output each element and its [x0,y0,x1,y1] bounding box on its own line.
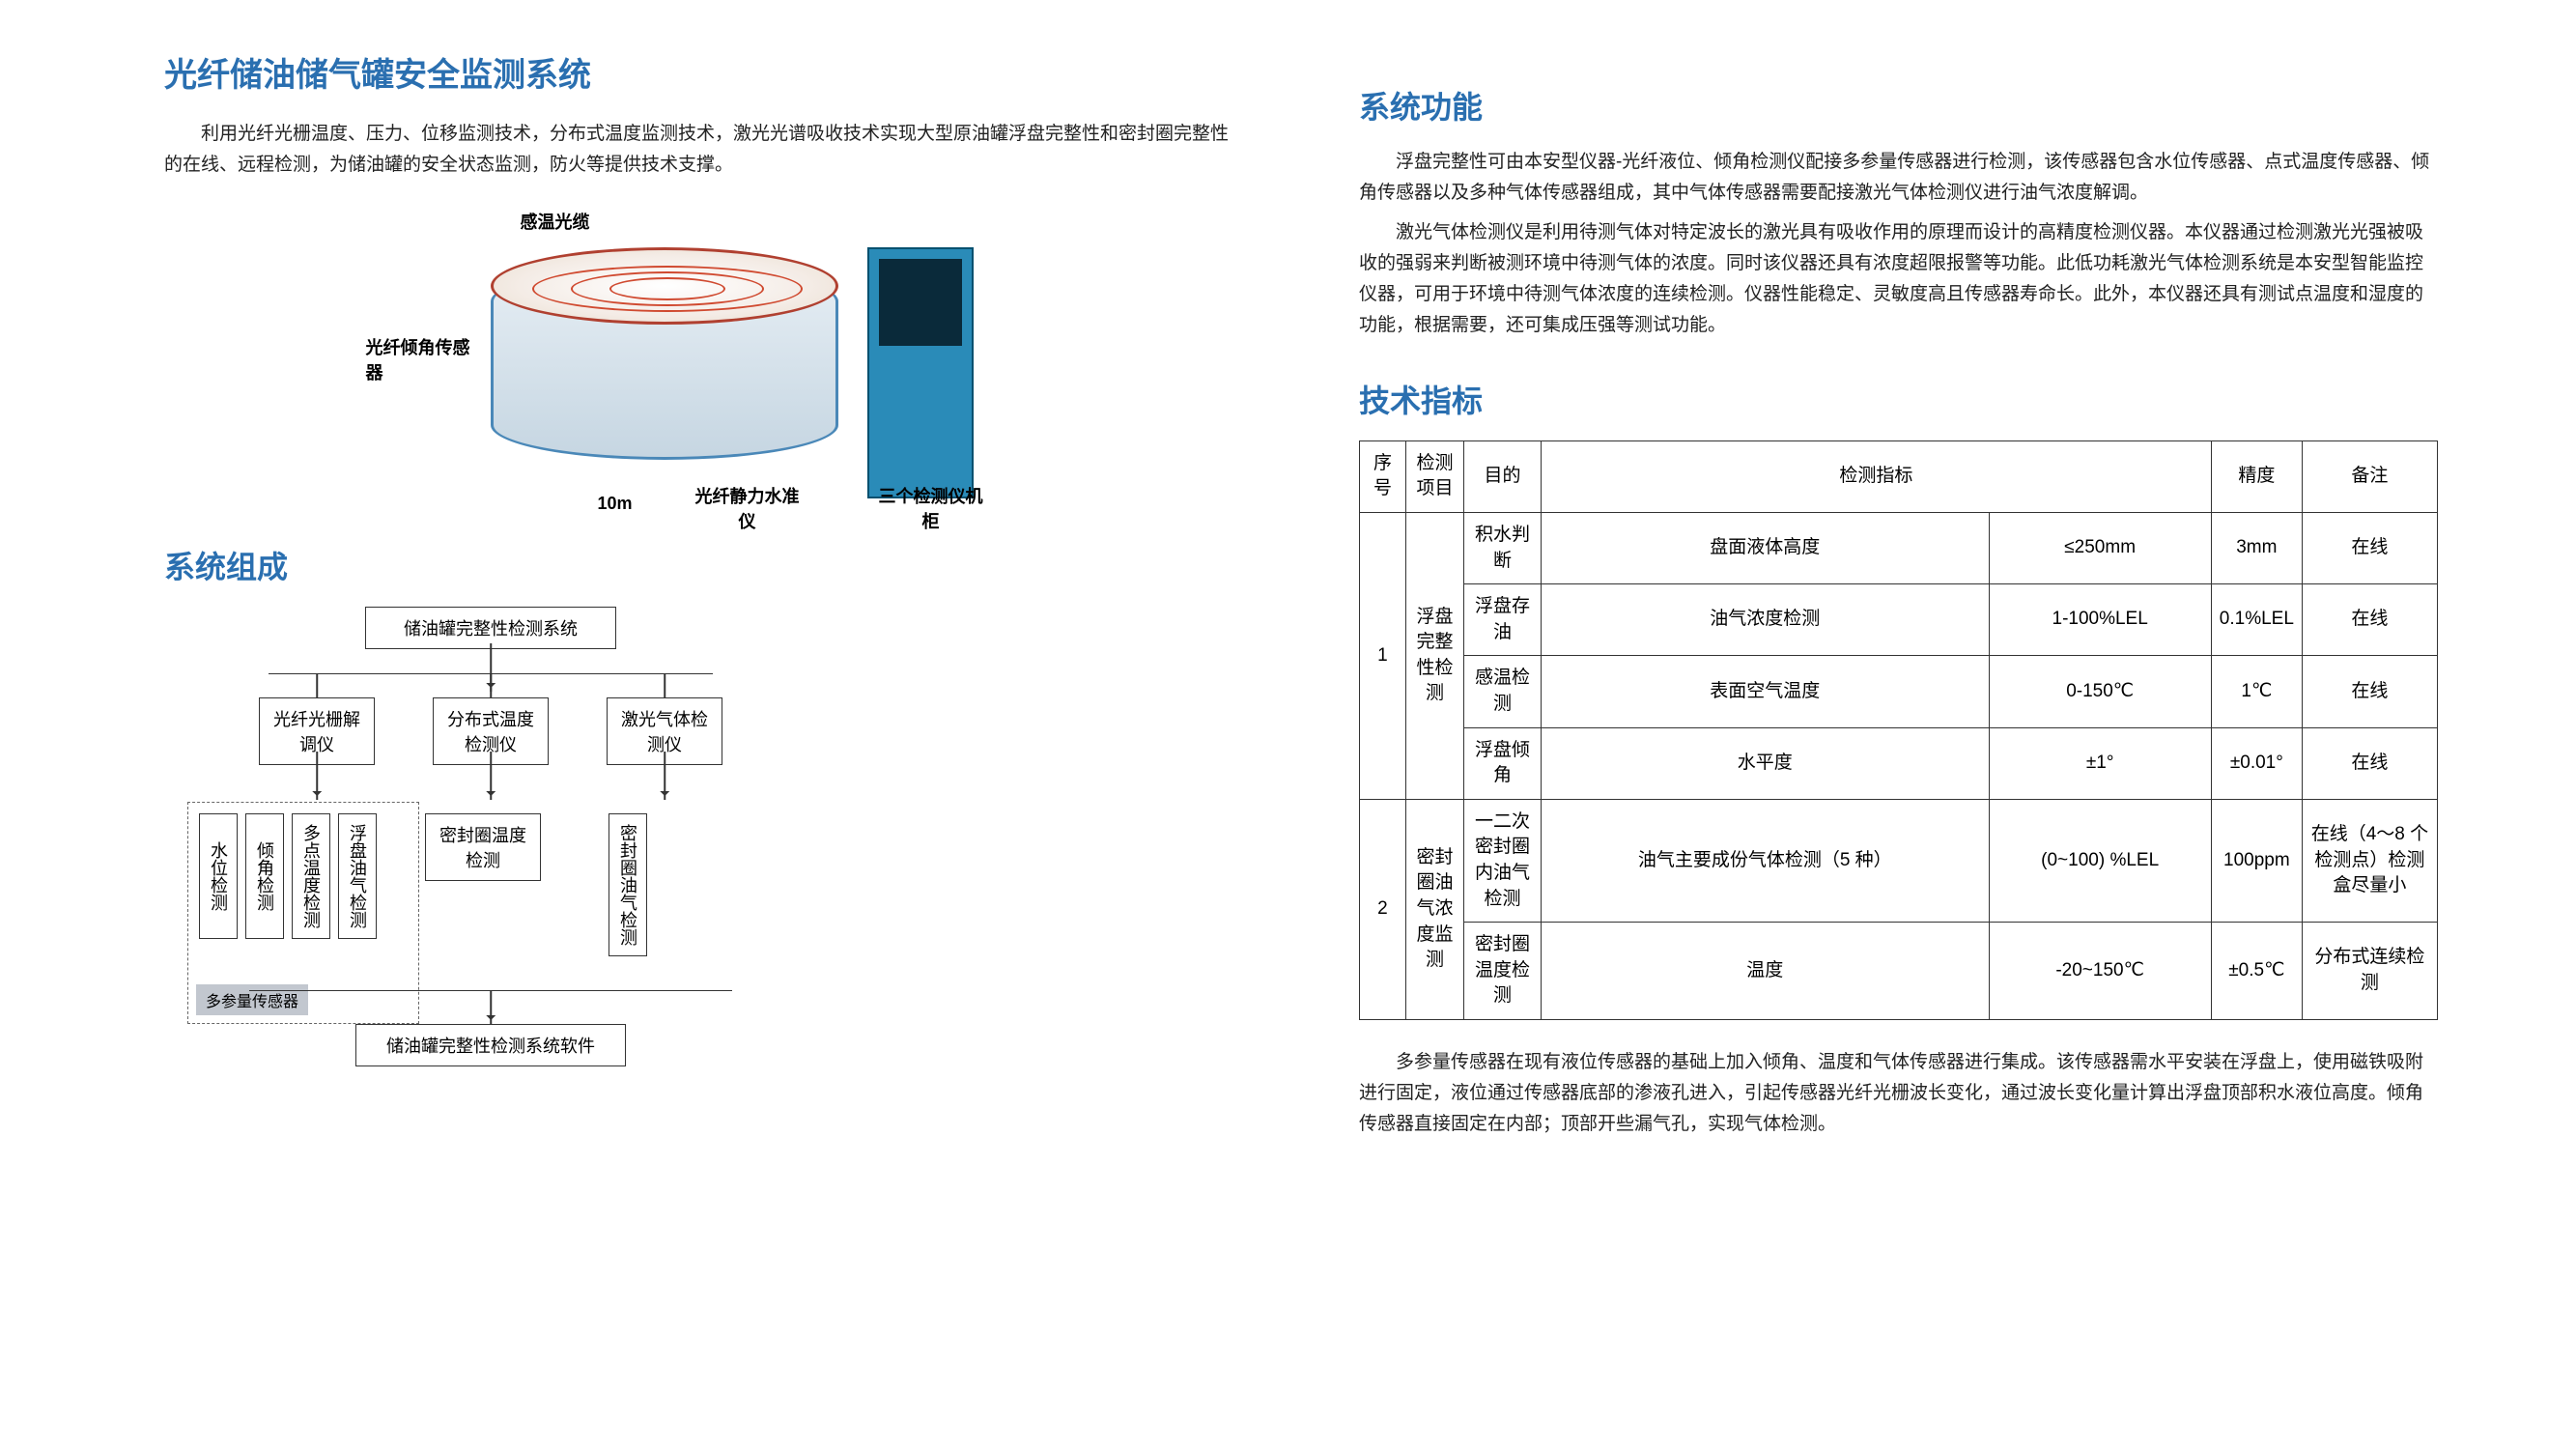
flow-l3-right: 密封圈油气检测 [609,813,647,956]
g1r0-note: 在线 [2302,512,2437,583]
g1r0-purpose: 积水判断 [1463,512,1541,583]
right-column: 系统功能 浮盘完整性可由本安型仪器-光纤液位、倾角检测仪配接多参量传感器进行检测… [1359,48,2438,1401]
callout-top: 感温光缆 [520,209,589,234]
func-p1: 浮盘完整性可由本安型仪器-光纤液位、倾角检测仪配接多参量传感器进行检测，该传感器… [1359,147,2438,210]
table-row: 浮盘存油 油气浓度检测 1-100%LEL 0.1%LEL 在线 [1359,584,2437,656]
intro-text: 利用光纤光栅温度、压力、位移监测技术，分布式温度监测技术，激光光谱吸收技术实现大… [164,119,1243,182]
callout-dim: 10m [597,494,632,514]
th-2: 目的 [1463,440,1541,512]
th-note: 备注 [2302,440,2437,512]
g2-no: 2 [1359,799,1405,1019]
func-p2: 激光气体检测仪是利用待测气体对特定波长的激光具有吸收作用的原理而设计的高精度检测… [1359,217,2438,342]
cabinet-icon [867,247,974,498]
g1-proj: 浮盘完整性检测 [1405,512,1463,799]
table-row: 感温检测 表面空气温度 0-150℃ 1℃ 在线 [1359,656,2437,727]
g1r0-acc: 3mm [2211,512,2302,583]
spec-table: 序号 检测项目 目的 检测指标 精度 备注 1 浮盘完整性检测 积水判断 盘面液… [1359,440,2438,1020]
section-spec-title: 技术指标 [1359,377,2438,421]
table-header-row: 序号 检测项目 目的 检测指标 精度 备注 [1359,440,2437,512]
callout-left: 光纤倾角传感器 [365,334,481,384]
g1-no: 1 [1359,512,1405,799]
callout-mid: 光纤静力水准仪 [694,483,800,533]
table-row: 浮盘倾角 水平度 ±1° ±0.01° 在线 [1359,727,2437,799]
flow-bottom: 储油罐完整性检测系统软件 [355,1024,626,1066]
section-func-title: 系统功能 [1359,83,2438,128]
table-row: 1 浮盘完整性检测 积水判断 盘面液体高度 ≤250mm 3mm 在线 [1359,512,2437,583]
table-row: 2 密封圈油气浓度监测 一二次密封圈内油气检测 油气主要成份气体检测（5 种） … [1359,799,2437,922]
tail-text: 多参量传感器在现有液位传感器的基础上加入倾角、温度和气体传感器进行集成。该传感器… [1359,1047,2438,1141]
g1r0-metric: 盘面液体高度 [1541,512,1989,583]
th-0: 序号 [1359,440,1405,512]
callout-right: 三个检测仪机柜 [877,483,983,533]
g2-proj: 密封圈油气浓度监测 [1405,799,1463,1019]
th-3: 检测指标 [1541,440,2211,512]
th-acc: 精度 [2211,440,2302,512]
section-compose-title: 系统组成 [164,543,1243,587]
flow-level2: 光纤光栅解调仪 分布式温度检测仪 激光气体检测仪 [191,697,790,765]
sensor-box-label: 多参量传感器 [196,984,308,1015]
flowchart: 储油罐完整性检测系统 光纤光栅解调仪 分布式温度检测仪 激光气体检测仪 [191,607,790,1066]
tank-illustration: 感温光缆 光纤倾角传感器 10m 光纤静力水准仪 三个检测仪机柜 [433,209,974,508]
left-column: 光纤储油储气罐安全监测系统 利用光纤光栅温度、压力、位移监测技术，分布式温度监测… [164,48,1243,1401]
table-row: 密封圈温度检测 温度 -20~150℃ ±0.5℃ 分布式连续检测 [1359,923,2437,1020]
g1r0-range: ≤250mm [1989,512,2211,583]
th-1: 检测项目 [1405,440,1463,512]
page-title: 光纤储油储气罐安全监测系统 [164,48,1243,96]
flow-l3-mid: 密封圈温度检测 [425,813,541,881]
